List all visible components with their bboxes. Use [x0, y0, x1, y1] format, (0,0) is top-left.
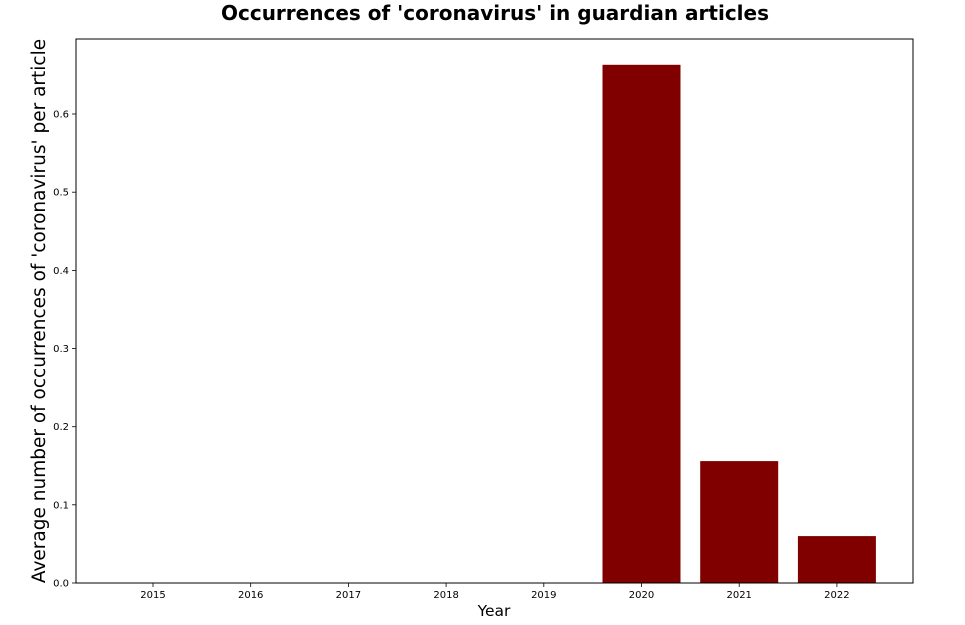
- y-tick-label: 0.5: [53, 188, 69, 199]
- x-tick-label: 2018: [433, 590, 458, 601]
- bar-2020: [602, 64, 681, 584]
- x-tick-label: 2015: [140, 590, 165, 601]
- chart-title: Occurrences of 'coronavirus' in guardian…: [221, 1, 769, 25]
- x-tick-label: 2021: [726, 590, 751, 601]
- y-tick-label: 0.0: [53, 579, 69, 590]
- y-tick-label: 0.4: [53, 266, 69, 277]
- bar-2021: [700, 461, 779, 583]
- bar-2022: [797, 536, 876, 583]
- x-tick-label: 2022: [824, 590, 849, 601]
- x-tick-label: 2016: [238, 590, 263, 601]
- plot-frame: [75, 38, 914, 584]
- bars-layer: [602, 64, 876, 584]
- y-axis-label: Average number of occurrences of 'corona…: [29, 39, 50, 583]
- y-axis: 0.0 0.1 0.2 0.3 0.4 0.5 0.6: [53, 110, 76, 590]
- x-axis-label: Year: [477, 602, 511, 620]
- x-tick-label: 2020: [629, 590, 654, 601]
- x-tick-label: 2019: [531, 590, 556, 601]
- y-tick-label: 0.1: [53, 500, 69, 511]
- y-tick-label: 0.6: [53, 110, 69, 121]
- x-tick-label: 2017: [336, 590, 361, 601]
- x-axis: 2015 2016 2017 2018 2019 2020 2021 2022: [140, 583, 850, 601]
- y-tick-label: 0.2: [53, 422, 69, 433]
- y-tick-label: 0.3: [53, 344, 69, 355]
